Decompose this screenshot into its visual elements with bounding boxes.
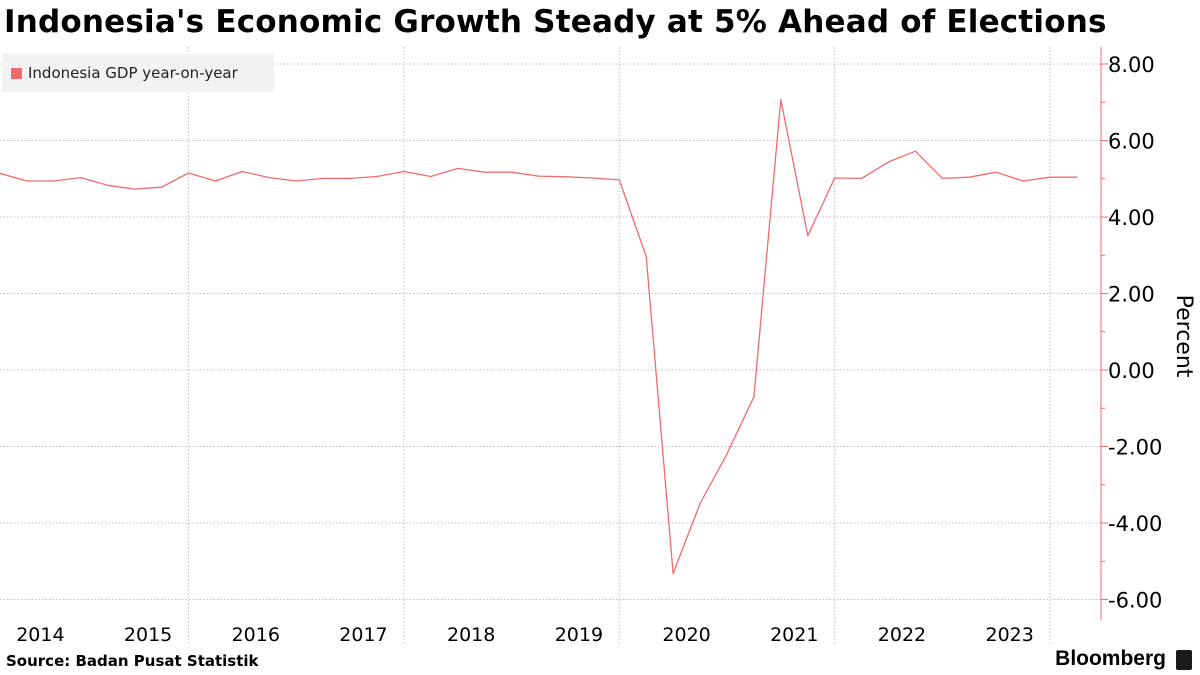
grid: [0, 47, 1101, 644]
data-point: [564, 176, 567, 178]
y-axis-label: Percent: [1171, 295, 1196, 378]
y-tick-label: 4.00: [1108, 206, 1155, 230]
data-point: [0, 172, 1, 174]
legend-label: Indonesia GDP year-on-year: [28, 64, 238, 82]
data-point: [968, 176, 970, 178]
data-point: [214, 180, 216, 182]
data-point: [322, 177, 324, 179]
data-point: [537, 175, 540, 177]
y-tick-label: -4.00: [1108, 512, 1162, 536]
data-point: [726, 453, 728, 455]
data-point: [80, 177, 82, 179]
data-point: [430, 175, 432, 178]
data-point: [511, 171, 513, 173]
data-point: [645, 255, 647, 257]
data-point: [107, 184, 109, 186]
data-point: [457, 167, 459, 169]
x-tick-label: 2020: [662, 624, 710, 646]
data-point: [403, 170, 405, 173]
data-point: [1076, 176, 1078, 178]
data-point: [187, 172, 190, 174]
data-point: [807, 235, 809, 237]
x-tick-label: 2016: [232, 624, 280, 646]
data-point: [861, 177, 863, 179]
x-tick-label: 2022: [878, 624, 926, 646]
x-tick-label: 2023: [986, 624, 1034, 646]
legend: Indonesia GDP year-on-year: [2, 54, 274, 92]
x-tick-label: 2019: [555, 624, 603, 646]
x-tick-label: 2017: [339, 624, 387, 646]
y-tick-label: 0.00: [1108, 359, 1155, 383]
y-tick-label: 6.00: [1108, 130, 1155, 154]
y-tick-label: 2.00: [1108, 283, 1155, 307]
x-tick-label: 2015: [124, 624, 172, 646]
data-point: [941, 177, 944, 179]
data-point: [995, 171, 997, 173]
data-point: [26, 180, 28, 182]
bloomberg-icon: [1176, 650, 1192, 670]
data-point: [887, 161, 890, 163]
x-axis: 2014 2015 2016 2017 2018 2019 2020 2021 2022 2023: [16, 624, 1034, 646]
y-axis: 8.00 6.00 4.00 2.00 0.00 -2.00 -4.00 -6.00: [1100, 47, 1162, 620]
series-layer: [0, 98, 1078, 575]
data-point: [914, 150, 917, 152]
data-point: [1022, 180, 1024, 182]
data-point: [591, 177, 594, 179]
data-point: [268, 177, 270, 179]
legend-swatch: [11, 67, 22, 79]
data-point: [699, 502, 701, 505]
data-point: [349, 177, 351, 179]
data-point: [834, 177, 836, 179]
data-point: [484, 171, 486, 173]
data-point: [780, 99, 782, 101]
x-tick-label: 2018: [447, 624, 495, 646]
y-tick-label: -6.00: [1108, 589, 1162, 613]
x-tick-label: 2021: [770, 624, 818, 646]
data-point: [618, 179, 620, 181]
data-point: [53, 180, 55, 182]
source-note: Source: Badan Pusat Statistik: [6, 652, 259, 670]
data-point: [753, 396, 755, 398]
data-point: [672, 572, 674, 575]
data-point: [160, 186, 163, 188]
data-point: [241, 170, 243, 173]
brand-logo: Bloomberg: [1055, 647, 1166, 670]
y-tick-label: -2.00: [1108, 436, 1162, 460]
series-line: [0, 98, 1077, 575]
data-point: [295, 180, 297, 182]
data-point: [376, 175, 378, 178]
chart-title: Indonesia's Economic Growth Steady at 5%…: [4, 4, 1107, 40]
y-tick-label: 8.00: [1108, 53, 1155, 77]
data-point: [134, 188, 136, 190]
data-point: [1049, 176, 1051, 178]
x-tick-label: 2014: [16, 624, 64, 646]
